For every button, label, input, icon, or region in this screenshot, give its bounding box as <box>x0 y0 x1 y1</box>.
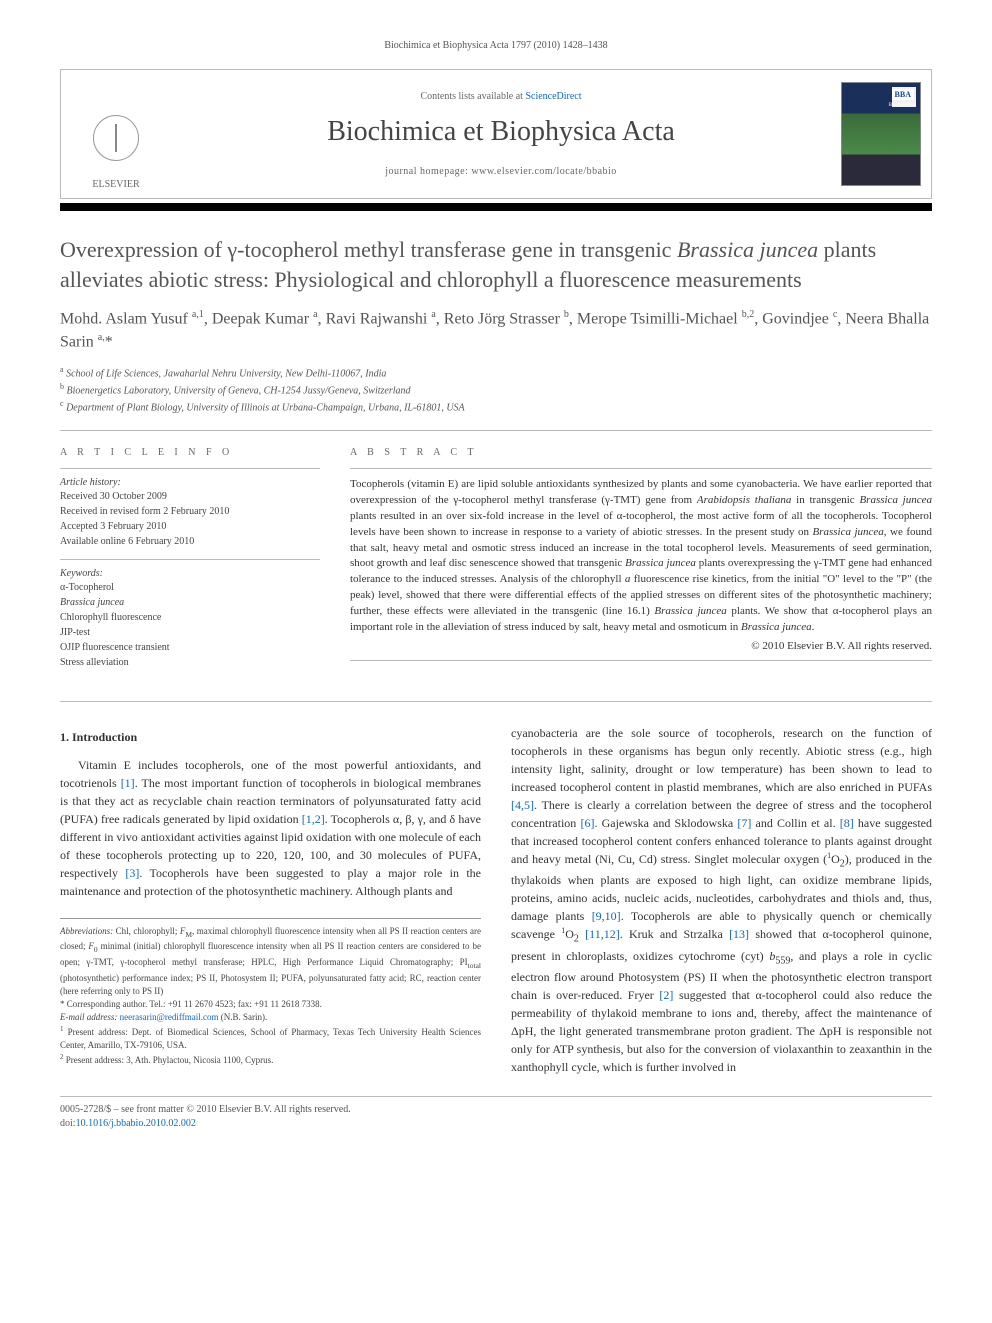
present-address-2: 2 Present address: 3, Ath. Phylactou, Ni… <box>60 1052 481 1067</box>
abstract-header: A B S T R A C T <box>350 447 932 458</box>
present-address-1: 1 Present address: Dept. of Biomedical S… <box>60 1024 481 1052</box>
divider-ai-2 <box>60 559 320 560</box>
affiliation-c: c Department of Plant Biology, Universit… <box>60 398 932 415</box>
divider-ai-1 <box>60 468 320 469</box>
intro-paragraph-col1: Vitamin E includes tocopherols, one of t… <box>60 756 481 900</box>
elsevier-tree-icon <box>86 115 146 175</box>
journal-name: Biochimica et Biophysica Acta <box>327 116 675 148</box>
issn-line: 0005-2728/$ – see front matter © 2010 El… <box>60 1103 932 1117</box>
keyword-4: OJIP fluorescence transient <box>60 641 320 655</box>
divider-abs-1 <box>350 468 932 469</box>
affiliation-a: a School of Life Sciences, Jawaharlal Ne… <box>60 364 932 381</box>
publisher-logo-block: ELSEVIER <box>61 70 171 198</box>
email-link[interactable]: neerasarin@rediffmail.com <box>120 1012 219 1022</box>
article-info-block: A R T I C L E I N F O Article history: R… <box>60 447 320 671</box>
keyword-3: JIP-test <box>60 626 320 640</box>
cover-thumbnail-block: BBA Bioenergetics <box>831 70 931 198</box>
article-info-header: A R T I C L E I N F O <box>60 447 320 458</box>
section-number: 1. <box>60 730 69 744</box>
cover-sub: Bioenergetics <box>889 103 916 108</box>
journal-cover-icon: BBA Bioenergetics <box>841 82 921 186</box>
section-title: Introduction <box>72 730 137 744</box>
authors-line: Mohd. Aslam Yusuf a,1, Deepak Kumar a, R… <box>60 308 932 353</box>
running-header: Biochimica et Biophysica Acta 1797 (2010… <box>60 40 932 51</box>
abstract-copyright: © 2010 Elsevier B.V. All rights reserved… <box>350 640 932 652</box>
affiliation-b: b Bioenergetics Laboratory, University o… <box>60 381 932 398</box>
keyword-1: Brassica juncea <box>60 596 320 610</box>
divider-body-top <box>60 701 932 702</box>
email-label: E-mail address: <box>60 1012 117 1022</box>
bottom-meta: 0005-2728/$ – see front matter © 2010 El… <box>60 1103 932 1131</box>
affiliations-block: a School of Life Sciences, Jawaharlal Ne… <box>60 364 932 416</box>
email-line: E-mail address: neerasarin@rediffmail.co… <box>60 1011 481 1024</box>
article-title: Overexpression of γ-tocopherol methyl tr… <box>60 235 932 294</box>
footnotes-block: Abbreviations: Chl, chlorophyll; FM, max… <box>60 918 481 1067</box>
history-accepted: Accepted 3 February 2010 <box>60 520 320 534</box>
doi-line: doi:10.1016/j.bbabio.2010.02.002 <box>60 1117 932 1131</box>
journal-homepage-line: journal homepage: www.elsevier.com/locat… <box>385 166 617 177</box>
info-abstract-row: A R T I C L E I N F O Article history: R… <box>60 431 932 671</box>
history-revised: Received in revised form 2 February 2010 <box>60 505 320 519</box>
corresponding-author-note: * Corresponding author. Tel.: +91 11 267… <box>60 998 481 1011</box>
contents-prefix: Contents lists available at <box>420 91 525 102</box>
divider-bottom <box>60 1096 932 1097</box>
homepage-url: www.elsevier.com/locate/bbabio <box>471 166 616 177</box>
cover-badge: BBA <box>892 89 914 100</box>
homepage-prefix: journal homepage: <box>385 166 471 177</box>
contents-lists-line: Contents lists available at ScienceDirec… <box>420 91 581 102</box>
abstract-text: Tocopherols (vitamin E) are lipid solubl… <box>350 477 932 636</box>
sciencedirect-link[interactable]: ScienceDirect <box>525 91 581 102</box>
keyword-2: Chlorophyll fluorescence <box>60 611 320 625</box>
history-received: Received 30 October 2009 <box>60 490 320 504</box>
keyword-0: α-Tocopherol <box>60 581 320 595</box>
doi-prefix: doi: <box>60 1118 76 1129</box>
history-label: Article history: <box>60 477 320 488</box>
abstract-block: A B S T R A C T Tocopherols (vitamin E) … <box>350 447 932 671</box>
publisher-label: ELSEVIER <box>92 179 139 190</box>
section-heading-intro: 1. Introduction <box>60 728 481 746</box>
email-suffix: (N.B. Sarin). <box>221 1012 268 1022</box>
intro-paragraph-col2: cyanobacteria are the sole source of toc… <box>511 724 932 1076</box>
journal-header-box: ELSEVIER Contents lists available at Sci… <box>60 69 932 199</box>
keyword-5: Stress alleviation <box>60 656 320 670</box>
doi-link[interactable]: 10.1016/j.bbabio.2010.02.002 <box>76 1118 196 1129</box>
abbreviations-note: Abbreviations: Chl, chlorophyll; FM, max… <box>60 925 481 998</box>
body-columns: 1. Introduction Vitamin E includes tocop… <box>60 724 932 1076</box>
black-divider-bar <box>60 203 932 211</box>
history-online: Available online 6 February 2010 <box>60 535 320 549</box>
journal-header-center: Contents lists available at ScienceDirec… <box>171 70 831 198</box>
keywords-label: Keywords: <box>60 568 320 579</box>
divider-abs-2 <box>350 660 932 661</box>
